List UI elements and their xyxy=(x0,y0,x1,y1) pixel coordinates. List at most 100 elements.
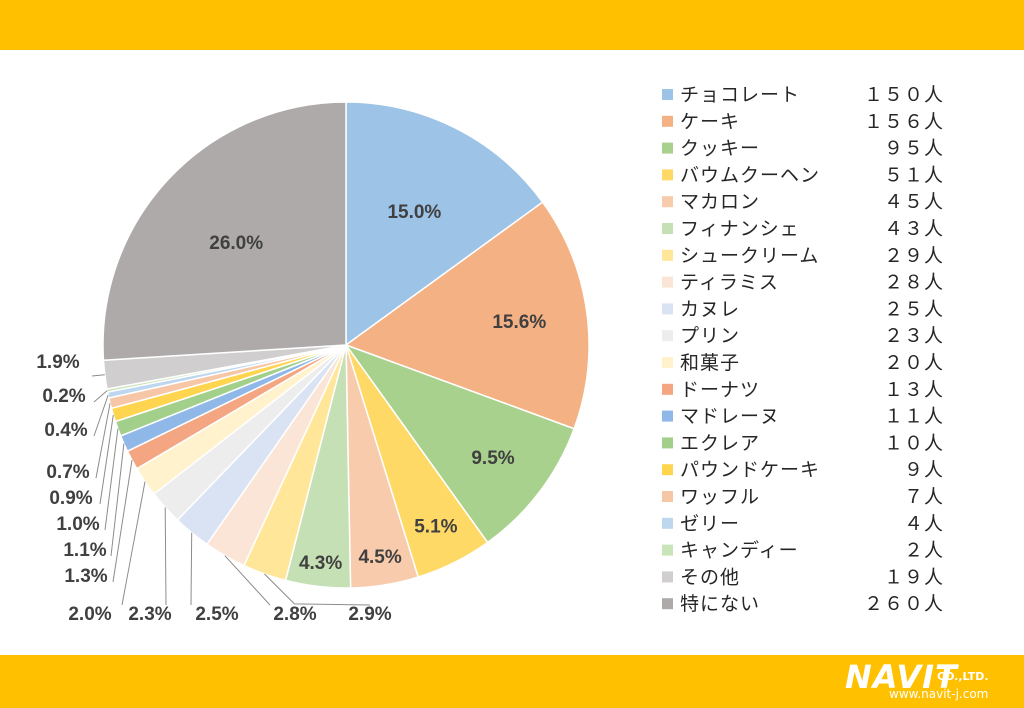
legend-swatch xyxy=(662,357,673,368)
legend-swatch xyxy=(662,89,673,100)
legend-label: 特にない xyxy=(680,593,760,615)
legend-count: ４人 xyxy=(904,513,944,535)
legend-label: マカロン xyxy=(680,191,760,213)
legend-label: シュークリーム xyxy=(680,245,819,267)
legend-label: クッキー xyxy=(680,138,760,160)
leader-line xyxy=(99,414,114,505)
legend-count: ９５人 xyxy=(884,138,944,160)
legend-count: ７人 xyxy=(904,486,944,508)
legend-swatch xyxy=(662,383,673,395)
legend-count: １１人 xyxy=(884,406,944,428)
legend-swatch xyxy=(662,410,673,422)
legend-swatch xyxy=(662,169,673,181)
legend-swatch xyxy=(662,517,673,529)
legend-count: ２８人 xyxy=(884,272,944,294)
percent-label: 4.5% xyxy=(358,547,401,568)
legend-count: １９人 xyxy=(884,566,944,588)
leader-lines xyxy=(91,374,371,606)
percent-label: 2.8% xyxy=(273,604,316,625)
leader-line xyxy=(112,460,133,583)
legend-label: ドーナツ xyxy=(680,379,760,401)
legend-label: 和菓子 xyxy=(680,352,740,374)
leader-line xyxy=(121,481,146,606)
legend-count: ５１人 xyxy=(884,164,944,186)
percent-label: 0.4% xyxy=(44,420,87,441)
legend-count: ９人 xyxy=(904,459,944,481)
top-band xyxy=(0,0,1024,50)
legend-count: １５０人 xyxy=(864,84,944,106)
pie-slice xyxy=(343,343,576,544)
navit-logo: NAVIT CO.,LTD. www.navit-j.com xyxy=(845,658,1017,704)
legend-swatch xyxy=(662,196,673,208)
legend-label: その他 xyxy=(680,566,740,588)
legend-count: ２３人 xyxy=(884,325,944,347)
leader-line xyxy=(93,394,109,437)
legend-label: ワッフル xyxy=(680,486,760,508)
leader-line xyxy=(190,532,193,606)
legend-count: ４５人 xyxy=(884,191,944,213)
legend-label: ケーキ xyxy=(680,111,740,133)
legend-swatch xyxy=(662,142,673,154)
percent-label: 1.3% xyxy=(64,566,107,587)
legend-count: １０人 xyxy=(884,432,944,454)
legend-swatch xyxy=(662,464,673,476)
legend-swatch xyxy=(662,223,673,234)
percent-label: 1.1% xyxy=(63,540,106,561)
legend-count: ２９人 xyxy=(884,245,944,267)
percent-label: 0.9% xyxy=(49,488,92,509)
leader-line xyxy=(164,507,167,606)
legend-swatch xyxy=(662,115,673,127)
percent-label: 2.9% xyxy=(348,604,391,625)
leader-line xyxy=(224,555,271,606)
percent-label: 1.0% xyxy=(56,514,99,535)
leader-line xyxy=(104,428,119,531)
percent-label: 1.9% xyxy=(36,352,79,373)
legend-swatch xyxy=(662,437,673,449)
pie-slices xyxy=(102,101,590,589)
percent-labels: 15.0% 15.6% 9.5% 5.1% 4.5% 4.3% 26.0% 2.9% 2.8% 2… xyxy=(36,202,546,625)
legend-label: ティラミス xyxy=(680,272,779,294)
bottom-band xyxy=(0,655,1024,708)
legend-swatch xyxy=(662,491,673,502)
legend-count: ２５人 xyxy=(884,298,944,320)
percent-label: 26.0% xyxy=(209,233,263,254)
legend-count: ４３人 xyxy=(884,218,944,240)
percent-label: 15.6% xyxy=(492,312,546,333)
legend-label: パウンドケーキ xyxy=(680,459,820,481)
leader-line xyxy=(93,390,108,403)
legend-label: キャンディー xyxy=(680,540,799,562)
legend-label: マドレーヌ xyxy=(680,406,780,428)
legend-label: フィナンシェ xyxy=(680,218,800,240)
legend-label: チョコレート xyxy=(680,84,800,106)
logo-suffix: CO.,LTD. xyxy=(937,670,989,683)
percent-label: 5.1% xyxy=(414,517,457,538)
legend-count: ２人 xyxy=(904,540,944,562)
percent-label: 0.2% xyxy=(42,386,85,407)
pie-slice xyxy=(345,101,544,347)
legend-swatch xyxy=(662,276,673,288)
pie-slice xyxy=(102,101,347,362)
percent-label: 9.5% xyxy=(471,448,514,469)
legend-count: １５６人 xyxy=(864,111,944,133)
legend-label: ゼリー xyxy=(680,513,740,535)
logo-text: NAVIT xyxy=(845,658,958,696)
pie-chart: 15.0% 15.6% 9.5% 5.1% 4.5% 4.3% 26.0% 2.9% 2.8% 2… xyxy=(36,84,944,625)
percent-label: 2.5% xyxy=(195,604,238,625)
legend-swatch xyxy=(662,544,673,556)
legend-count: １３人 xyxy=(884,379,944,401)
legend-label: プリン xyxy=(680,325,740,347)
legend-label: エクレア xyxy=(680,432,760,454)
percent-label: 4.3% xyxy=(299,553,342,574)
legend-count: ２６０人 xyxy=(864,593,944,615)
legend-swatch xyxy=(662,303,673,315)
percent-label: 15.0% xyxy=(387,202,441,223)
legend-swatch xyxy=(662,571,673,583)
percent-label: 2.3% xyxy=(128,604,171,625)
leader-line xyxy=(95,403,111,479)
percent-label: 2.0% xyxy=(68,604,111,625)
legend-swatch xyxy=(662,249,673,261)
percent-label: 0.7% xyxy=(46,462,89,483)
legend-swatch xyxy=(662,330,673,342)
legend-count: ２０人 xyxy=(884,352,944,374)
